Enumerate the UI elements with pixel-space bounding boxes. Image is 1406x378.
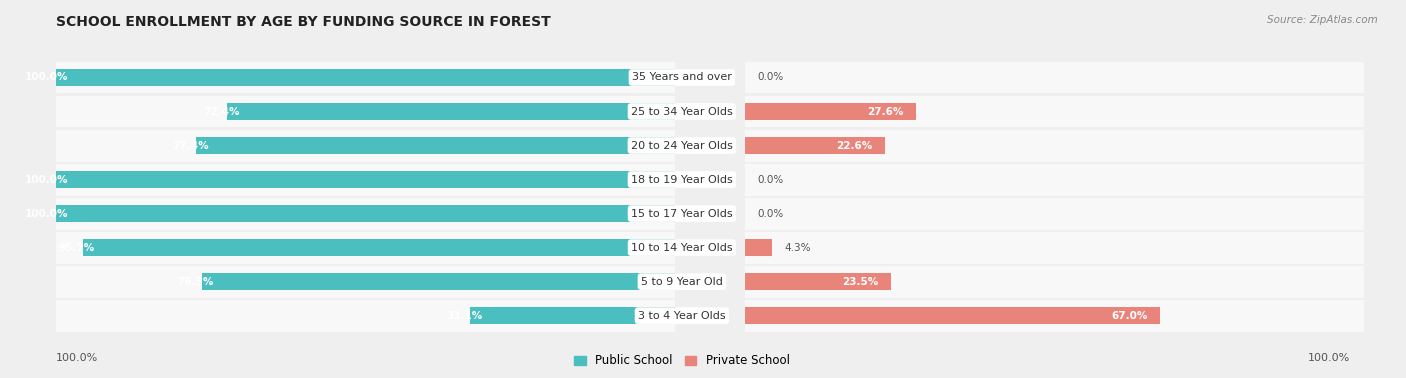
Text: 0.0%: 0.0%	[758, 175, 783, 184]
Bar	[56, 198, 675, 229]
Bar	[83, 239, 675, 256]
Text: 100.0%: 100.0%	[25, 175, 69, 184]
Bar	[201, 273, 675, 290]
Bar	[745, 103, 915, 120]
Text: 100.0%: 100.0%	[1308, 353, 1350, 363]
Text: 5 to 9 Year Old: 5 to 9 Year Old	[641, 277, 723, 287]
Text: 15 to 17 Year Olds: 15 to 17 Year Olds	[631, 209, 733, 218]
Text: 100.0%: 100.0%	[25, 209, 69, 218]
Text: 4.3%: 4.3%	[785, 243, 811, 253]
Text: 67.0%: 67.0%	[1111, 311, 1147, 321]
Bar	[745, 62, 1364, 93]
Text: 20 to 24 Year Olds: 20 to 24 Year Olds	[631, 141, 733, 150]
Legend: Public School, Private School: Public School, Private School	[569, 350, 794, 372]
Text: SCHOOL ENROLLMENT BY AGE BY FUNDING SOURCE IN FOREST: SCHOOL ENROLLMENT BY AGE BY FUNDING SOUR…	[56, 15, 551, 29]
Bar	[56, 164, 675, 195]
Text: 100.0%: 100.0%	[25, 73, 69, 82]
Bar	[226, 103, 675, 120]
Text: 95.7%: 95.7%	[59, 243, 96, 253]
Text: 10 to 14 Year Olds: 10 to 14 Year Olds	[631, 243, 733, 253]
Text: 3 to 4 Year Olds: 3 to 4 Year Olds	[638, 311, 725, 321]
Text: 27.6%: 27.6%	[868, 107, 904, 116]
Bar	[56, 266, 675, 297]
Bar	[56, 232, 675, 263]
Bar	[56, 300, 675, 332]
Bar	[195, 137, 675, 154]
Bar	[56, 130, 675, 161]
Bar	[56, 62, 675, 93]
Bar	[470, 307, 675, 324]
Bar	[56, 69, 675, 86]
Bar	[745, 266, 1364, 297]
Text: 25 to 34 Year Olds: 25 to 34 Year Olds	[631, 107, 733, 116]
Bar	[745, 164, 1364, 195]
Text: 0.0%: 0.0%	[758, 73, 783, 82]
Bar	[745, 273, 890, 290]
Bar	[56, 171, 675, 188]
Bar	[745, 232, 1364, 263]
Text: 77.4%: 77.4%	[172, 141, 208, 150]
Text: 22.6%: 22.6%	[837, 141, 873, 150]
Bar	[745, 130, 1364, 161]
Bar	[745, 307, 1160, 324]
Bar	[56, 205, 675, 222]
Text: 72.4%: 72.4%	[202, 107, 239, 116]
Bar	[745, 137, 884, 154]
Bar	[745, 300, 1364, 332]
Text: Source: ZipAtlas.com: Source: ZipAtlas.com	[1267, 15, 1378, 25]
Text: 33.1%: 33.1%	[446, 311, 482, 321]
Text: 35 Years and over: 35 Years and over	[631, 73, 733, 82]
Text: 76.5%: 76.5%	[177, 277, 214, 287]
Bar	[745, 239, 772, 256]
Text: 18 to 19 Year Olds: 18 to 19 Year Olds	[631, 175, 733, 184]
Text: 23.5%: 23.5%	[842, 277, 879, 287]
Text: 100.0%: 100.0%	[56, 353, 98, 363]
Bar	[745, 96, 1364, 127]
Text: 0.0%: 0.0%	[758, 209, 783, 218]
Bar	[745, 198, 1364, 229]
Bar	[56, 96, 675, 127]
